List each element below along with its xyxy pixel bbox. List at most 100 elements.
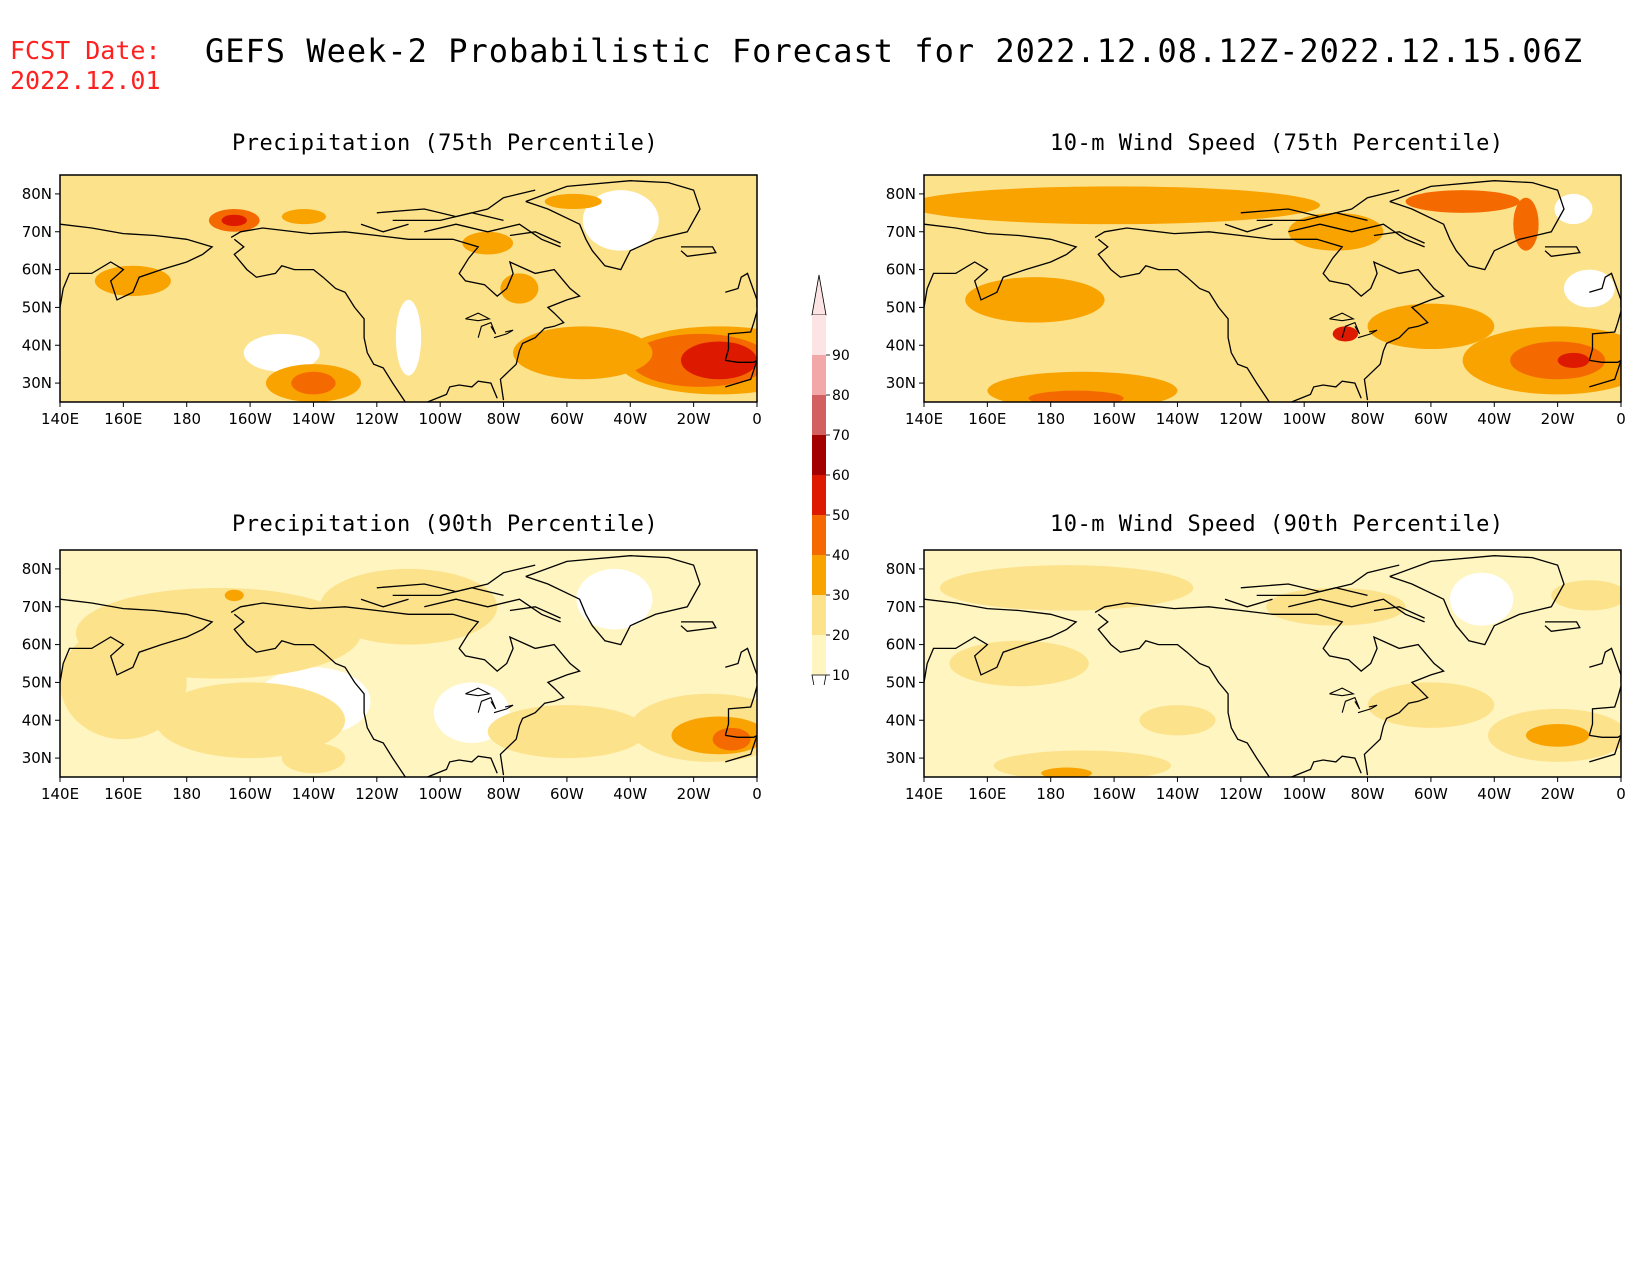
coastline (427, 380, 498, 402)
probability-contour (1367, 682, 1495, 728)
lon-tick-label: 80W (1351, 785, 1385, 803)
lake-outline (493, 704, 514, 714)
coastline (1291, 755, 1362, 777)
lat-tick-label: 60N (886, 636, 916, 654)
lon-tick-label: 120W (355, 410, 399, 428)
lon-tick-label: 180 (1036, 410, 1065, 428)
coastline (724, 311, 757, 361)
lon-tick-label: 0 (752, 785, 762, 803)
probability-contour (1041, 767, 1092, 777)
coastline (60, 223, 214, 308)
lon-tick-label: 140W (1156, 785, 1200, 803)
colorbar-tick-label: 40 (832, 548, 850, 564)
lon-tick-label: 60W (1414, 410, 1448, 428)
lon-tick-label: 140E (41, 410, 79, 428)
low-probability-area (1563, 269, 1615, 308)
coastline (1544, 621, 1581, 632)
probability-contour (544, 193, 602, 210)
lon-tick-label: 80W (487, 410, 521, 428)
lon-tick-label: 100W (418, 785, 462, 803)
lon-tick-label: 20W (1541, 410, 1575, 428)
lon-tick-label: 180 (172, 785, 201, 803)
lon-tick-label: 160W (1092, 410, 1136, 428)
panel-title-precip75: Precipitation (75th Percentile) (232, 131, 659, 156)
coastline (424, 223, 561, 248)
fcst-date-value: 2022.12.01 (10, 66, 161, 95)
map-frame (59, 174, 758, 403)
probability-contour (1332, 326, 1359, 342)
coastline (1097, 613, 1270, 777)
lon-tick-label: 40W (613, 785, 647, 803)
coastline (1224, 223, 1273, 233)
lon-tick-label: 60W (550, 410, 584, 428)
colorbar-segment (812, 595, 826, 635)
probability-contour (924, 186, 1320, 225)
lon-tick-label: 140E (905, 785, 943, 803)
lon-tick-label: 40W (1477, 410, 1511, 428)
lon-tick-label: 80W (487, 785, 521, 803)
lon-tick-label: 20W (677, 785, 711, 803)
lon-tick-label: 140W (1156, 410, 1200, 428)
low-probability-area (243, 333, 320, 372)
probability-contour (949, 640, 1089, 687)
coastline (680, 246, 717, 257)
probability-contour (513, 326, 653, 380)
lon-tick-label: 140W (292, 410, 336, 428)
colorbar-tick-label: 30 (832, 588, 850, 604)
lat-tick-label: 50N (22, 298, 52, 316)
lake-outline (1341, 321, 1361, 338)
colorbar-segment (812, 555, 826, 595)
coastline (1389, 555, 1565, 646)
lon-tick-label: 120W (1219, 410, 1263, 428)
coastline (1240, 189, 1400, 218)
colorbar-bottom-arrow (811, 674, 827, 685)
coastline (509, 231, 561, 244)
colorbar-tick-label: 80 (832, 388, 850, 404)
lat-tick-label: 60N (22, 261, 52, 279)
lon-tick-label: 60W (550, 785, 584, 803)
coastline (230, 602, 581, 776)
lake-outline (477, 321, 497, 338)
lon-tick-label: 100W (418, 410, 462, 428)
colorbar-segment (812, 515, 826, 555)
lat-tick-label: 60N (22, 636, 52, 654)
probability-contour (1513, 197, 1539, 251)
probability-contour (1551, 580, 1621, 611)
coastline (1291, 380, 1362, 402)
colorbar-top-arrow (811, 274, 827, 316)
panel-title-wind90: 10-m Wind Speed (90th Percentile) (1050, 512, 1504, 537)
colorbar-segment (812, 355, 826, 395)
lon-tick-label: 160E (104, 785, 142, 803)
coastline (360, 598, 409, 608)
lon-tick-label: 20W (677, 410, 711, 428)
probability-contour (462, 231, 514, 255)
coastline (725, 359, 757, 388)
coastline (392, 212, 504, 222)
colorbar-segment (812, 635, 826, 675)
lat-tick-label: 50N (886, 673, 916, 691)
colorbar-tick-label: 60 (832, 468, 850, 484)
probability-contour (1288, 212, 1384, 251)
colorbar-legend: 10 20 30 40 50 60 70 80 90 (811, 274, 850, 685)
panel-title-wind75: 10-m Wind Speed (75th Percentile) (1050, 131, 1504, 156)
lon-tick-label: 0 (1616, 410, 1626, 428)
lon-tick-label: 60W (1414, 785, 1448, 803)
lat-tick-label: 80N (886, 560, 916, 578)
lat-tick-label: 30N (886, 374, 916, 392)
lat-tick-label: 50N (886, 298, 916, 316)
coastline (233, 613, 406, 777)
lake-outline (1341, 696, 1361, 713)
coastline (230, 227, 581, 401)
lake-outline (1357, 704, 1378, 714)
lon-tick-label: 160E (104, 410, 142, 428)
probability-contour (680, 341, 757, 380)
lat-tick-label: 50N (22, 673, 52, 691)
lon-tick-label: 140W (292, 785, 336, 803)
coastline (725, 272, 757, 308)
lon-tick-label: 180 (1036, 785, 1065, 803)
coastline (525, 180, 701, 271)
lat-tick-label: 40N (22, 711, 52, 729)
lat-tick-label: 30N (886, 749, 916, 767)
lat-tick-label: 80N (886, 185, 916, 203)
probability-contour (1525, 724, 1590, 747)
